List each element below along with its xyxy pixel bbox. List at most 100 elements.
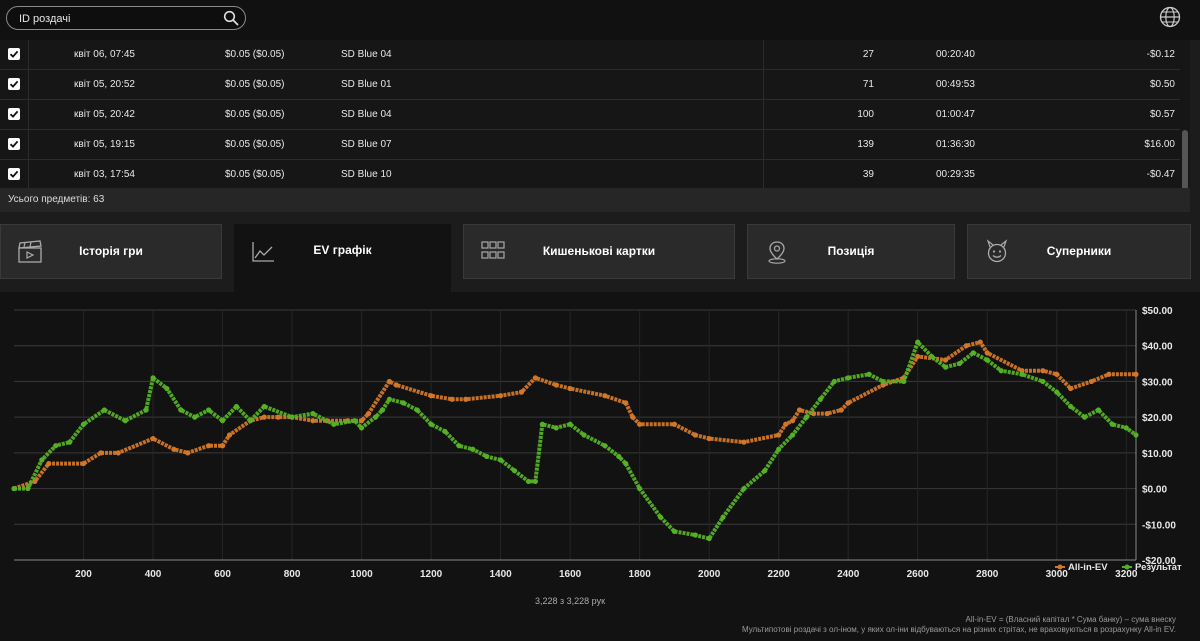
result-point [386, 396, 392, 402]
tab-position[interactable]: Позиція [747, 224, 955, 279]
row-date: квіт 05, 19:15 [74, 139, 135, 150]
row-stakes: $0.05 ($0.05) [225, 109, 285, 120]
legend-marker [1057, 564, 1063, 570]
result-point [247, 418, 253, 424]
result-point [942, 364, 949, 370]
row-result: $0.50 [1149, 79, 1175, 90]
result-point [470, 446, 476, 452]
table-row[interactable]: квіт 05, 20:52 $0.05 ($0.05) SD Blue 01 71 0… [0, 70, 1180, 100]
result-point [219, 418, 226, 424]
result-point [289, 414, 295, 420]
ev-point [358, 418, 365, 424]
ev-point [532, 375, 538, 381]
result-point [692, 532, 698, 538]
search-icon[interactable] [223, 10, 239, 26]
hands-count-label: 3,228 з 3,228 рук [535, 596, 606, 606]
ev-point [261, 414, 267, 420]
result-point [414, 407, 420, 413]
tab-pocket-cards[interactable]: Кишенькові картки [463, 224, 735, 279]
result-point [901, 378, 907, 385]
tab-game-history[interactable]: Історія гри [0, 224, 222, 279]
result-point [539, 421, 545, 427]
checkmark-icon [9, 80, 19, 88]
tab-label: Суперники [1046, 244, 1112, 258]
tab-label: Кишенькові картки [542, 244, 656, 258]
tab-opponents[interactable]: Суперники [967, 224, 1191, 279]
x-tick-label: 1200 [420, 569, 443, 580]
result-point [11, 485, 17, 492]
result-point [532, 478, 538, 485]
ev-point [838, 407, 844, 413]
result-point [567, 421, 573, 427]
row-stakes: $0.05 ($0.05) [225, 169, 285, 180]
row-checkbox[interactable] [8, 108, 20, 120]
row-checkbox[interactable] [8, 138, 20, 150]
table-row[interactable]: квіт 05, 20:42 $0.05 ($0.05) SD Blue 04 100… [0, 100, 1180, 130]
result-point [845, 375, 851, 381]
row-duration: 01:00:47 [936, 109, 975, 120]
ev-point [963, 343, 969, 349]
legend-item-result: Результат [1122, 562, 1182, 573]
result-point [1068, 403, 1074, 410]
row-date: квіт 03, 17:54 [74, 169, 135, 180]
result-point [101, 407, 107, 413]
result-point [1095, 407, 1102, 413]
ev-point [977, 339, 983, 345]
ev-point [706, 435, 712, 442]
result-point [817, 396, 823, 402]
row-checkbox[interactable] [8, 168, 20, 180]
ev-point [428, 393, 434, 399]
y-tick-label: $30.00 [1142, 377, 1173, 388]
sessions-table [0, 40, 1190, 188]
ev-point [789, 418, 796, 424]
ev-point [449, 396, 455, 402]
x-tick-label: 1000 [350, 569, 373, 580]
ev-point [386, 378, 392, 385]
y-tick-label: $40.00 [1142, 342, 1173, 353]
result-point [776, 446, 782, 452]
table-scrollbar[interactable] [1182, 130, 1188, 190]
ev-point [602, 393, 608, 399]
x-tick-label: 1600 [559, 569, 582, 580]
x-tick-label: 2800 [976, 569, 999, 580]
y-tick-label: $20.00 [1142, 413, 1173, 424]
ev-point [219, 443, 226, 449]
ev-point [1040, 368, 1046, 374]
result-point [741, 485, 747, 492]
footnote-multipot: Мультипотові роздачі з ол-іном, у яких о… [741, 625, 1176, 634]
result-point [1123, 425, 1129, 431]
table-row[interactable]: квіт 03, 17:54 $0.05 ($0.05) SD Blue 10 39 0… [0, 160, 1180, 190]
result-point [310, 410, 316, 417]
search-box[interactable] [6, 6, 246, 30]
result-point [331, 421, 337, 427]
row-checkbox[interactable] [8, 48, 20, 60]
ev-point [310, 418, 316, 424]
search-input[interactable] [17, 9, 211, 28]
y-tick-label: $0.00 [1142, 485, 1167, 496]
globe-icon[interactable] [1159, 6, 1181, 28]
result-point [671, 528, 678, 535]
row-stakes: $0.05 ($0.05) [225, 49, 285, 60]
ev-point [1019, 368, 1025, 374]
table-row[interactable]: квіт 06, 07:45 $0.05 ($0.05) SD Blue 04 27 0… [0, 40, 1180, 70]
result-point [1081, 414, 1088, 420]
ev-point [32, 478, 38, 485]
result-point [372, 414, 379, 420]
ev-point [783, 421, 789, 427]
tab-ev-graph[interactable]: EV графік [234, 224, 451, 292]
table-row[interactable]: квіт 05, 19:15 $0.05 ($0.05) SD Blue 07 139… [0, 130, 1180, 160]
ev-point [915, 353, 921, 360]
result-point [720, 514, 726, 520]
result-point [1019, 371, 1025, 377]
ev-point [796, 407, 803, 413]
ev-point [637, 421, 643, 427]
x-tick-label: 3000 [1046, 569, 1069, 580]
ev-point [275, 414, 281, 420]
ev-point [463, 396, 469, 402]
row-checkbox[interactable] [8, 78, 20, 90]
ev-point [623, 400, 629, 406]
ev-point [150, 435, 156, 442]
result-point [122, 418, 128, 424]
ev-point [984, 350, 990, 356]
result-point [206, 407, 212, 413]
